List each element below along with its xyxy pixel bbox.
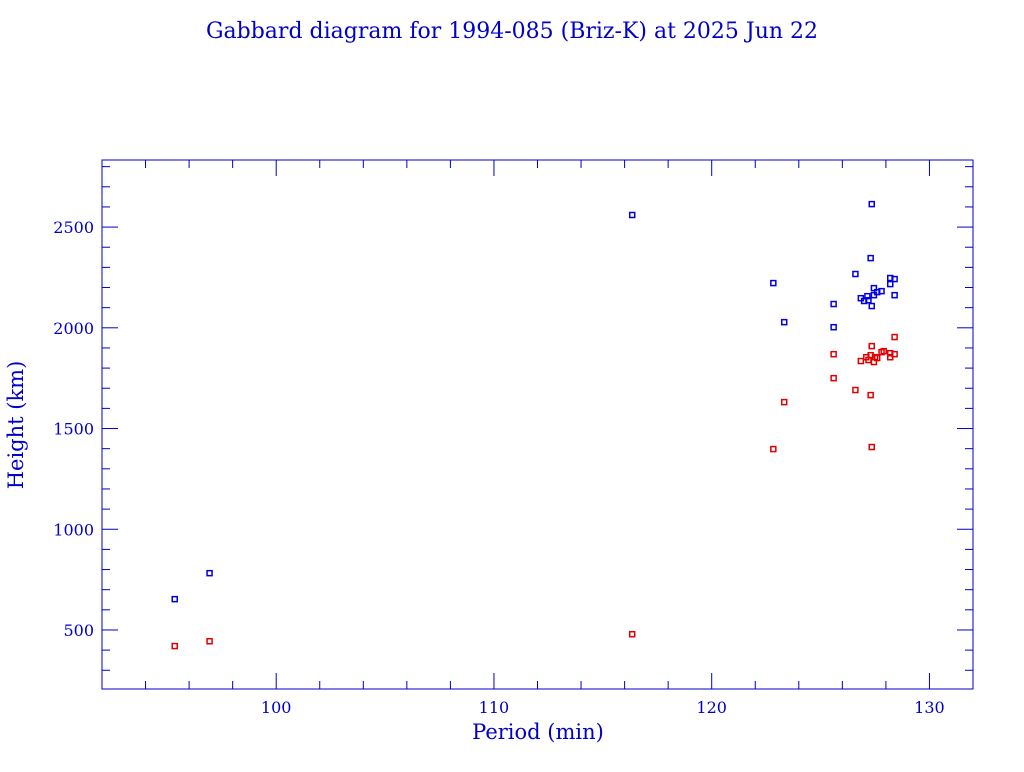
data-points — [171, 200, 898, 650]
data-point-apogee — [864, 292, 871, 300]
data-point-perigee — [880, 347, 887, 355]
data-point-apogee — [830, 323, 837, 331]
data-point-perigee — [171, 642, 178, 650]
x-tick-label: 130 — [914, 698, 945, 717]
data-point-apogee — [780, 318, 788, 326]
data-point-perigee — [830, 350, 837, 358]
data-point-apogee — [628, 211, 636, 219]
y-tick-label: 1500 — [53, 420, 94, 439]
plot-frame — [101, 159, 974, 690]
data-point-apogee — [206, 569, 213, 577]
x-tick-label: 120 — [696, 698, 727, 717]
data-point-perigee — [868, 443, 875, 451]
data-point-perigee — [887, 353, 894, 361]
data-point-apogee — [891, 291, 898, 299]
data-point-perigee — [857, 357, 865, 365]
data-point-perigee — [868, 342, 875, 350]
data-point-apogee — [867, 254, 874, 262]
data-point-apogee — [891, 275, 898, 283]
data-point-perigee — [891, 333, 898, 341]
data-point-apogee — [868, 200, 875, 208]
data-point-perigee — [830, 374, 837, 382]
x-tick-label: 110 — [479, 698, 510, 717]
data-point-apogee — [830, 300, 837, 308]
data-point-apogee — [865, 296, 872, 304]
data-point-apogee — [870, 284, 878, 292]
data-point-perigee — [865, 356, 872, 364]
y-tick-label: 1000 — [53, 520, 94, 539]
data-point-apogee — [770, 279, 777, 287]
data-point-perigee — [867, 391, 874, 399]
data-point-apogee — [868, 302, 875, 310]
data-point-perigee — [852, 386, 859, 394]
data-point-perigee — [206, 638, 213, 645]
data-point-apogee — [873, 288, 881, 296]
y-tick-label: 500 — [63, 621, 94, 640]
data-point-perigee — [780, 398, 788, 406]
data-point-apogee — [171, 595, 178, 603]
data-point-apogee — [887, 280, 894, 288]
data-point-apogee — [852, 270, 859, 278]
y-axis-label: Height (km) — [4, 361, 28, 490]
x-axis-label: Period (min) — [472, 720, 604, 744]
x-tick-label: 100 — [261, 698, 292, 717]
data-point-perigee — [628, 630, 636, 638]
tick-labels: 100 110 120 130 500 1000 1500 2000 2500 — [53, 218, 944, 717]
y-tick-label: 2000 — [53, 319, 94, 338]
chart-title: Gabbard diagram for 1994-085 (Briz-K) at… — [206, 19, 818, 44]
data-point-perigee — [873, 354, 881, 362]
y-tick-label: 2500 — [53, 218, 94, 237]
data-point-perigee — [770, 445, 777, 453]
axis-ticks — [101, 160, 974, 689]
